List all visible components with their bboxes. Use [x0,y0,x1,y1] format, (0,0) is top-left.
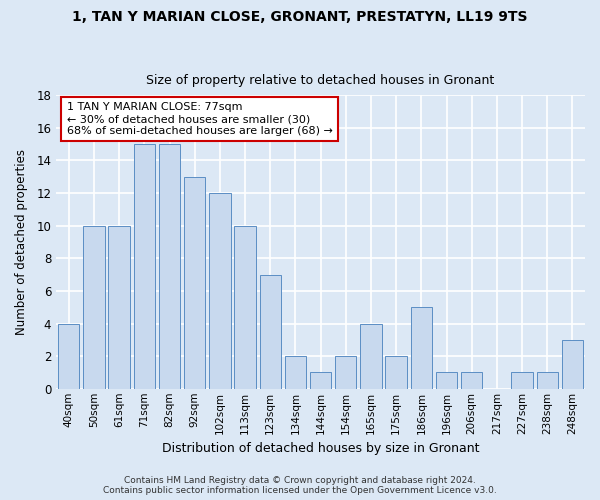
Bar [209,193,230,389]
Bar [461,372,482,389]
Bar [335,356,356,389]
Bar [360,324,382,389]
Text: 1, TAN Y MARIAN CLOSE, GRONANT, PRESTATYN, LL19 9TS: 1, TAN Y MARIAN CLOSE, GRONANT, PRESTATY… [72,10,528,24]
Bar [134,144,155,389]
Bar [235,226,256,389]
Bar [562,340,583,389]
Bar [159,144,180,389]
Y-axis label: Number of detached properties: Number of detached properties [15,149,28,335]
Text: Contains HM Land Registry data © Crown copyright and database right 2024.
Contai: Contains HM Land Registry data © Crown c… [103,476,497,495]
Title: Size of property relative to detached houses in Gronant: Size of property relative to detached ho… [146,74,495,87]
Bar [109,226,130,389]
Text: 1 TAN Y MARIAN CLOSE: 77sqm
← 30% of detached houses are smaller (30)
68% of sem: 1 TAN Y MARIAN CLOSE: 77sqm ← 30% of det… [67,102,332,136]
Bar [511,372,533,389]
Bar [385,356,407,389]
Bar [436,372,457,389]
Bar [536,372,558,389]
Bar [83,226,104,389]
Bar [184,176,205,389]
Bar [58,324,79,389]
X-axis label: Distribution of detached houses by size in Gronant: Distribution of detached houses by size … [162,442,479,455]
Bar [285,356,306,389]
Bar [310,372,331,389]
Bar [410,307,432,389]
Bar [260,274,281,389]
